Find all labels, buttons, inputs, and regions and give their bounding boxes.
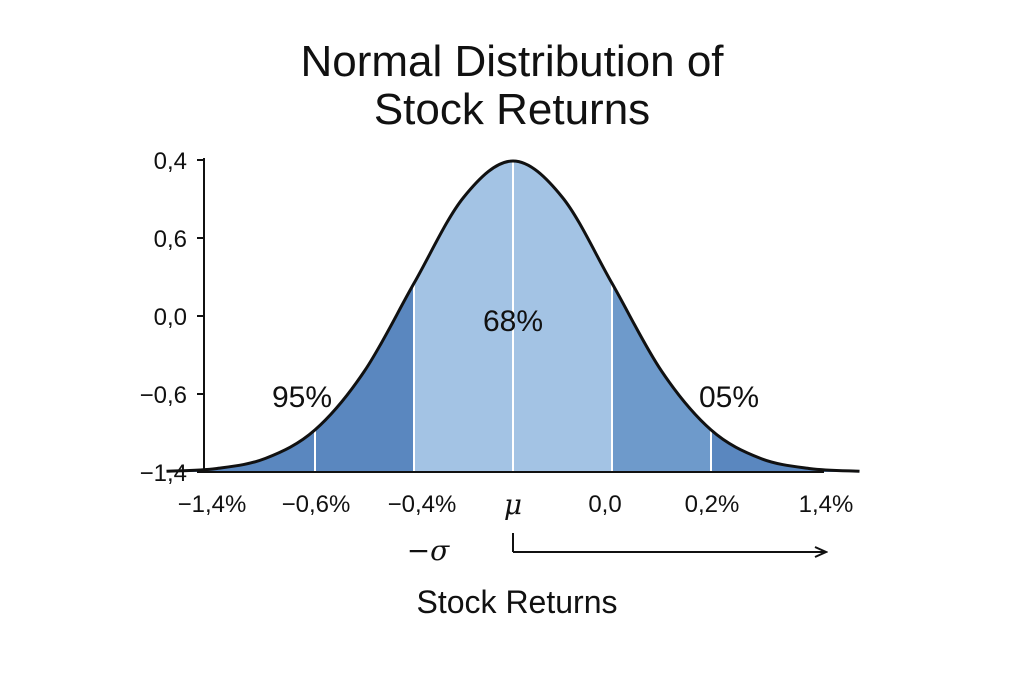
sigma-label: −σ xyxy=(407,534,450,567)
region-label-68: 68% xyxy=(483,305,543,338)
x-tick-label-2: −0,4% xyxy=(388,491,457,518)
region-label-95: 95% xyxy=(272,381,332,414)
right-tail-region xyxy=(711,161,860,472)
chart-title: Normal Distribution of Stock Returns xyxy=(0,38,1024,134)
y-ticks xyxy=(197,159,204,473)
x-tick-label-5: 0,2% xyxy=(685,491,740,518)
region-2 xyxy=(612,161,711,472)
y-tick-label-4: −1,4 xyxy=(140,460,187,487)
x-tick-label-mu: μ xyxy=(504,488,522,521)
x-tick-label-0: −1,4% xyxy=(178,491,247,518)
y-tick-label-0: 0,4 xyxy=(154,148,187,175)
chart-title-line-2: Stock Returns xyxy=(373,85,651,134)
region-0 xyxy=(315,161,414,472)
y-tick-label-2: 0,0 xyxy=(154,304,187,331)
x-tick-label-4: 0,0 xyxy=(588,491,621,518)
x-tick-label-6: 1,4% xyxy=(799,491,854,518)
region-label-05: 05% xyxy=(699,381,759,414)
x-tick-label-1: −0,6% xyxy=(282,491,351,518)
x-axis-title: Stock Returns xyxy=(417,584,618,620)
density-curve xyxy=(166,159,860,473)
chart-title-line-1: Normal Distribution of xyxy=(300,37,724,86)
y-tick-label-3: −0,6 xyxy=(140,382,187,409)
y-tick-label-1: 0,6 xyxy=(154,226,187,253)
left-tail-region xyxy=(166,161,315,472)
